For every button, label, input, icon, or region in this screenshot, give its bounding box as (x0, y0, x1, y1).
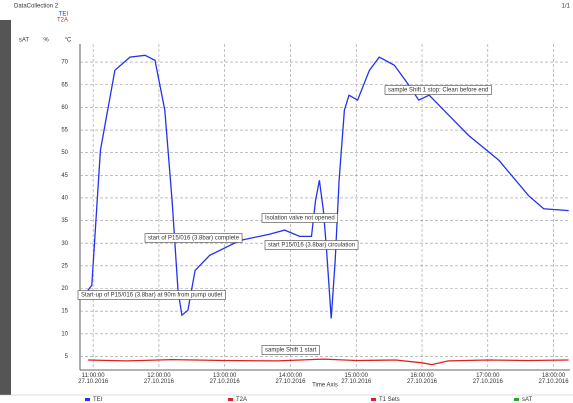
x-tick-label: 16:00:00 27.10.2016 (407, 373, 438, 385)
annotation-box (77, 290, 226, 300)
y-tick-label: 45 (61, 173, 68, 179)
annotation-text: Start-up of P15/016 (3.8bar) at 90m from… (81, 293, 223, 299)
y-tick-label: 55 (61, 128, 68, 134)
legend-swatch (514, 398, 519, 401)
y-tick-label: 10 (61, 331, 68, 337)
x-tick-label: 12:00:00 27.10.2016 (144, 373, 175, 385)
x-tick-label: 15:00:00 27.10.2016 (341, 373, 372, 385)
y-tick-label: 60 (61, 105, 68, 111)
annotation-text: Isolation valve not opened (265, 216, 335, 222)
y-tick-label: 35 (61, 218, 68, 224)
series-line (87, 358, 569, 366)
annotation-box (261, 213, 339, 223)
annotation-text: start P15/016 (3.8bar) circulation (268, 243, 355, 249)
annotation-box (264, 240, 359, 250)
annotation-box (144, 233, 243, 243)
annotation-text: sample Shift 1 stop: Clean before end (388, 88, 488, 94)
x-tick-label: 18:00:00 27.10.2016 (539, 373, 570, 385)
unit-label: °C (65, 38, 72, 44)
x-tick-label: 13:00:00 27.10.2016 (210, 373, 241, 385)
y-tick-label: 30 (61, 241, 68, 247)
legend-top-entry: T2A (57, 18, 68, 24)
annotation-text: start of P15/016 (3.8bar) complete (148, 236, 240, 242)
legend-label: sAT (522, 397, 533, 403)
legend-label: T2A (236, 397, 247, 403)
header: DataCollection 2 (14, 4, 59, 10)
y-tick-label: 20 (61, 286, 68, 292)
unit-label: % (43, 38, 49, 44)
x-tick-label: 14:00:00 27.10.2016 (275, 373, 306, 385)
annotation-box (384, 85, 492, 95)
x-tick-label: 11:00:00 27.10.2016 (78, 373, 109, 385)
legend-swatch (228, 398, 233, 401)
legend-swatch (85, 398, 90, 401)
legend-label: TEI (93, 397, 103, 403)
annotation-text: sample Shift 1 start (265, 348, 317, 354)
legend-swatch (371, 398, 376, 401)
series-line (87, 54, 569, 319)
x-axis-title: Time Axis (312, 383, 338, 389)
y-tick-label: 50 (61, 150, 68, 156)
annotation-box (261, 345, 320, 355)
y-tick-label: 65 (61, 82, 68, 88)
y-tick-label: 15 (61, 309, 68, 315)
legend-top-entry: TEI (59, 12, 69, 18)
legend-label: T1 Sets (379, 397, 400, 403)
y-tick-label: 25 (61, 263, 68, 269)
x-tick-label: 17:00:00 27.10.2016 (473, 373, 504, 385)
y-tick-label: 70 (61, 60, 68, 66)
unit-label: sAT (19, 38, 30, 44)
y-tick-label: 40 (61, 196, 68, 202)
page-number: 1/1 (562, 4, 571, 10)
left-edge (0, 20, 11, 395)
y-tick-label: 5 (65, 354, 69, 360)
